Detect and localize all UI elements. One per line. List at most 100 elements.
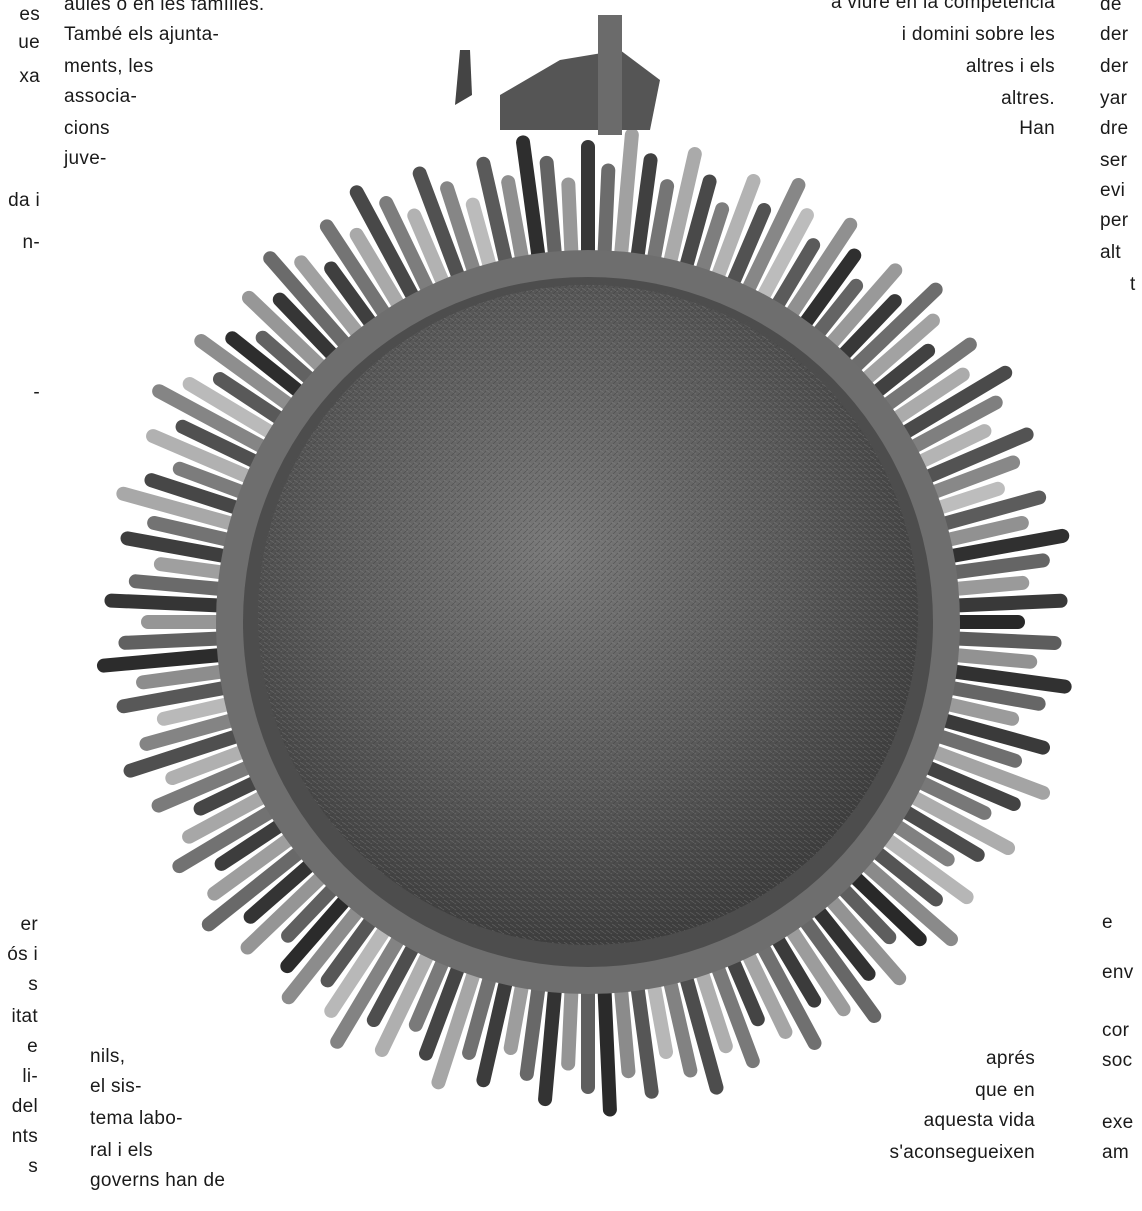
text-line: der xyxy=(1100,56,1129,77)
person xyxy=(263,251,359,358)
text-line: ser xyxy=(1100,150,1128,171)
person xyxy=(324,261,384,338)
person xyxy=(692,957,733,1054)
person xyxy=(841,282,943,381)
person xyxy=(379,196,439,305)
person xyxy=(629,153,658,273)
person xyxy=(645,969,674,1059)
person xyxy=(207,826,304,901)
text-line: de xyxy=(1100,0,1122,15)
grass-texture xyxy=(258,285,918,945)
post xyxy=(455,50,472,105)
text-line: e xyxy=(1102,912,1113,933)
person xyxy=(661,965,698,1078)
text-line: aprés xyxy=(985,1048,1035,1069)
person xyxy=(931,515,1029,549)
person xyxy=(751,208,814,312)
person xyxy=(931,695,1020,726)
person xyxy=(912,427,1034,488)
person xyxy=(881,367,970,431)
text-line: exe xyxy=(1102,1112,1134,1133)
text-line: n- xyxy=(22,232,40,253)
person xyxy=(939,647,1038,669)
person xyxy=(172,799,286,874)
person xyxy=(116,486,248,534)
person xyxy=(676,174,717,282)
person xyxy=(225,331,314,405)
text-line: del xyxy=(11,1096,38,1117)
person xyxy=(501,175,531,275)
person xyxy=(939,575,1030,597)
person xyxy=(214,813,295,871)
person xyxy=(898,785,1016,856)
person xyxy=(136,663,239,690)
text-line: associa- xyxy=(64,86,138,107)
person xyxy=(172,461,258,503)
person xyxy=(476,156,515,279)
person xyxy=(349,227,411,320)
person xyxy=(862,839,943,907)
text-line: yar xyxy=(1100,88,1128,109)
person xyxy=(829,875,897,945)
text-line: per xyxy=(1100,210,1129,231)
person xyxy=(146,429,264,488)
person xyxy=(175,419,271,473)
chimney xyxy=(598,15,622,135)
person xyxy=(539,155,563,271)
text-line: cions xyxy=(64,118,110,139)
person xyxy=(561,974,579,1071)
person xyxy=(629,971,659,1099)
person xyxy=(319,219,397,329)
person xyxy=(923,726,1023,768)
person xyxy=(707,952,760,1069)
text-line: - xyxy=(33,382,40,403)
text-line: nts xyxy=(11,1126,38,1147)
text-line: que en xyxy=(975,1080,1035,1101)
text-line: dre xyxy=(1100,118,1129,139)
person xyxy=(613,973,636,1079)
person xyxy=(116,679,241,714)
person xyxy=(779,217,858,329)
people-ring xyxy=(96,127,1072,1117)
text-line: a viure en la competència xyxy=(830,0,1055,13)
text-line: es xyxy=(19,4,40,25)
person xyxy=(194,334,304,418)
person xyxy=(294,255,371,348)
person xyxy=(817,886,907,986)
person xyxy=(281,896,371,1005)
person xyxy=(156,695,245,726)
person xyxy=(538,973,563,1107)
person xyxy=(431,957,484,1090)
person xyxy=(597,163,616,270)
text-line: er xyxy=(20,914,38,935)
person xyxy=(937,553,1050,581)
person xyxy=(152,384,278,459)
person xyxy=(366,932,425,1028)
person xyxy=(151,756,264,813)
person xyxy=(330,924,411,1049)
person xyxy=(597,974,617,1117)
person xyxy=(872,826,974,905)
person xyxy=(96,647,237,673)
person xyxy=(707,174,761,292)
person xyxy=(374,939,439,1057)
text-line: alt xyxy=(1100,242,1121,263)
person xyxy=(412,166,469,292)
text-line: nils, xyxy=(90,1046,126,1067)
person xyxy=(737,178,806,305)
text-line: altres. xyxy=(1001,88,1055,109)
person xyxy=(165,741,258,786)
person xyxy=(890,799,985,862)
text-line: ral i els xyxy=(90,1140,153,1161)
person xyxy=(516,135,547,273)
person xyxy=(937,663,1072,694)
person xyxy=(841,863,927,947)
person xyxy=(940,631,1062,650)
person xyxy=(561,177,579,270)
person xyxy=(645,179,675,275)
person xyxy=(519,971,547,1081)
person xyxy=(751,932,822,1050)
person xyxy=(462,962,500,1060)
